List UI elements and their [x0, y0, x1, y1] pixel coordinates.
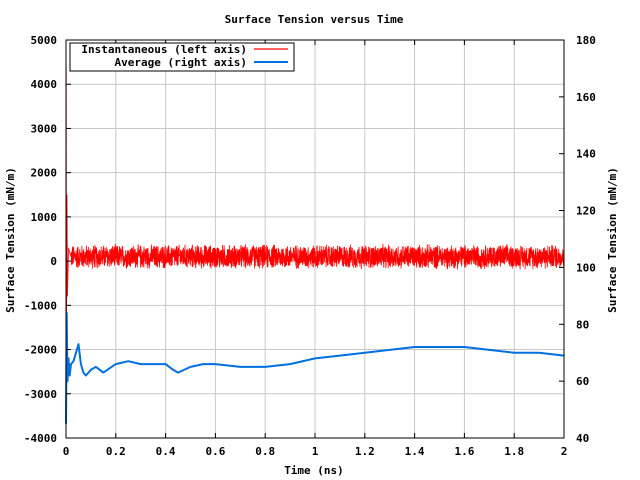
chart-title: Surface Tension versus Time: [225, 13, 404, 26]
x-tick-label: 0.6: [205, 445, 225, 458]
legend: Instantaneous (left axis) Average (right…: [69, 42, 295, 72]
series-line-average: [65, 311, 565, 424]
y-right-tick-label: 160: [576, 91, 596, 104]
x-tick-label: 1.8: [504, 445, 524, 458]
y-right-axis-label: Surface Tension (mN/m): [606, 167, 619, 313]
series-line-instantaneous: [65, 66, 565, 416]
x-axis-label: Time (ns): [284, 464, 344, 477]
y-right-tick-label: 180: [576, 34, 596, 47]
y-left-tick-label: 3000: [31, 122, 58, 135]
y-right-tick-label: 100: [576, 261, 596, 274]
x-tick-label: 0: [63, 445, 70, 458]
y-left-tick-label: -4000: [24, 432, 57, 445]
y-right-tick-label: 120: [576, 205, 596, 218]
x-tick-label: 0.2: [106, 445, 126, 458]
y-left-tick-label: -3000: [24, 388, 57, 401]
y-right-tick-label: 140: [576, 148, 596, 161]
x-tick-label: 1: [312, 445, 319, 458]
y-right-tick-labels: 40 60 80 100 120 140 160 180: [576, 34, 596, 445]
y-right-tick-label: 80: [576, 318, 589, 331]
x-tick-label: 1.2: [355, 445, 375, 458]
legend-box: [69, 42, 295, 72]
x-tick-label: 0.8: [255, 445, 275, 458]
x-tick-label: 1.6: [454, 445, 474, 458]
ticks: [65, 39, 565, 439]
y-right-tick-label: 40: [576, 432, 589, 445]
y-left-axis-label: Surface Tension (mN/m): [4, 167, 17, 313]
y-left-tick-label: 1000: [31, 211, 58, 224]
y-right-tick-label: 60: [576, 375, 589, 388]
y-left-tick-label: 0: [50, 255, 57, 268]
x-tick-labels: 0 0.2 0.4 0.6 0.8 1 1.2 1.4 1.6 1.8 2: [63, 445, 568, 458]
y-left-tick-label: -2000: [24, 344, 57, 357]
series-layer: [65, 66, 565, 424]
x-tick-label: 1.4: [405, 445, 425, 458]
grid: [66, 40, 564, 438]
x-tick-label: 0.4: [156, 445, 176, 458]
y-left-tick-label: -1000: [24, 299, 57, 312]
legend-label-instantaneous: Instantaneous (left axis): [81, 43, 247, 56]
y-left-tick-label: 4000: [31, 78, 58, 91]
y-left-tick-label: 5000: [31, 34, 58, 47]
y-left-tick-labels: -4000 -3000 -2000 -1000 0 1000 2000 3000 4000 500…: [24, 34, 57, 445]
x-tick-label: 2: [561, 445, 568, 458]
legend-label-average: Average (right axis): [115, 56, 247, 69]
y-left-tick-label: 2000: [31, 167, 58, 180]
